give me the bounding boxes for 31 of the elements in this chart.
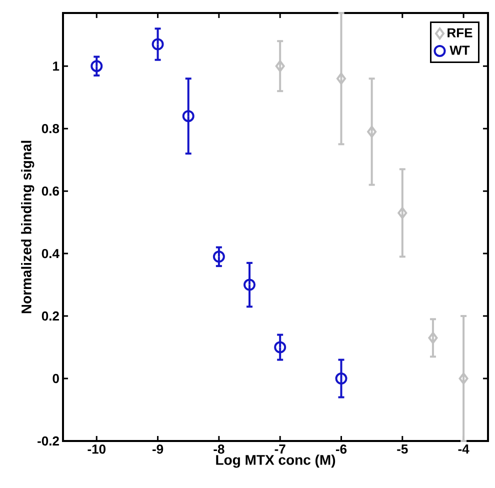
point: [335, 372, 348, 385]
x-tick-label: -8: [214, 444, 224, 454]
x-tick-label: -7: [274, 444, 286, 454]
y-tick-label: 0.8: [42, 124, 60, 134]
y-tick-label: 0.6: [42, 186, 59, 196]
legend-label: RFE: [448, 28, 472, 38]
point: [244, 278, 256, 291]
point: [336, 72, 346, 85]
y-tick-label: 1: [53, 62, 60, 71]
point: [428, 332, 438, 344]
x-tick-label: -5: [397, 444, 408, 454]
point: [275, 60, 285, 72]
x-axis-title: Log MTX conc (M): [216, 454, 336, 468]
y-tick-label: 0.4: [42, 248, 60, 258]
x-tick-label: -9: [152, 444, 164, 454]
point: [152, 38, 164, 50]
point: [274, 341, 286, 354]
point: [90, 60, 103, 72]
y-axis-title: Normalized binding signal: [21, 140, 34, 314]
legend-label: WT: [450, 46, 470, 55]
y-tick-label: -0.2: [38, 436, 59, 446]
x-tick-label: -4: [458, 444, 470, 454]
point: [398, 206, 408, 219]
x-tick-label: -10: [88, 444, 106, 454]
x-tick-label: -6: [336, 444, 347, 454]
y-tick-label: 0.2: [42, 311, 59, 321]
point: [182, 110, 194, 122]
y-tick-label: 0: [52, 374, 59, 384]
point: [458, 372, 468, 385]
point: [367, 126, 377, 138]
point: [212, 250, 225, 263]
